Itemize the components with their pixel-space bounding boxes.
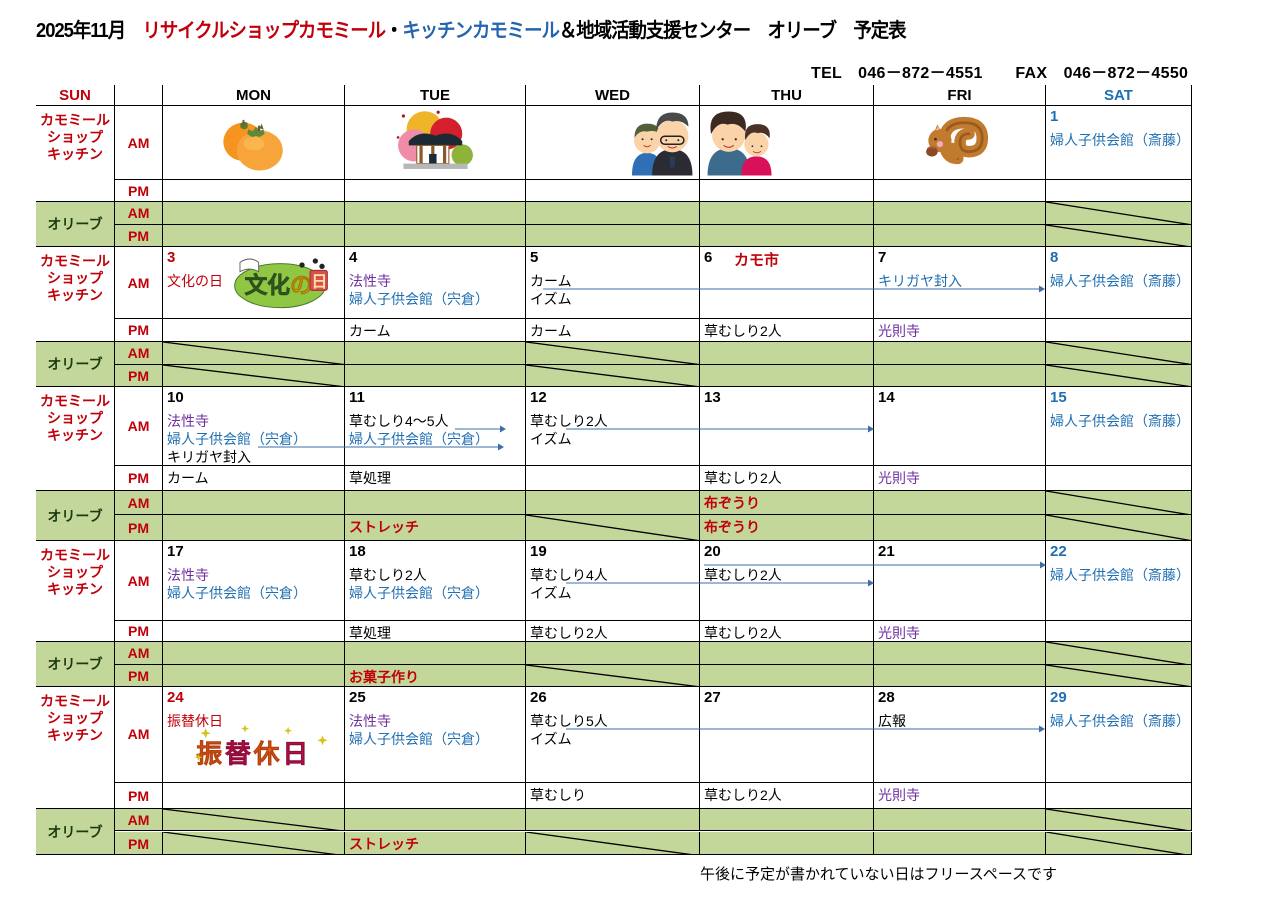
svg-text:日: 日 xyxy=(311,273,327,291)
svg-text:替: 替 xyxy=(225,740,251,769)
svg-text:休: 休 xyxy=(253,740,280,769)
svg-text:日: 日 xyxy=(282,741,308,769)
svg-text:の: の xyxy=(290,272,313,298)
svg-text:振: 振 xyxy=(196,740,222,769)
svg-text:文化: 文化 xyxy=(245,272,291,298)
